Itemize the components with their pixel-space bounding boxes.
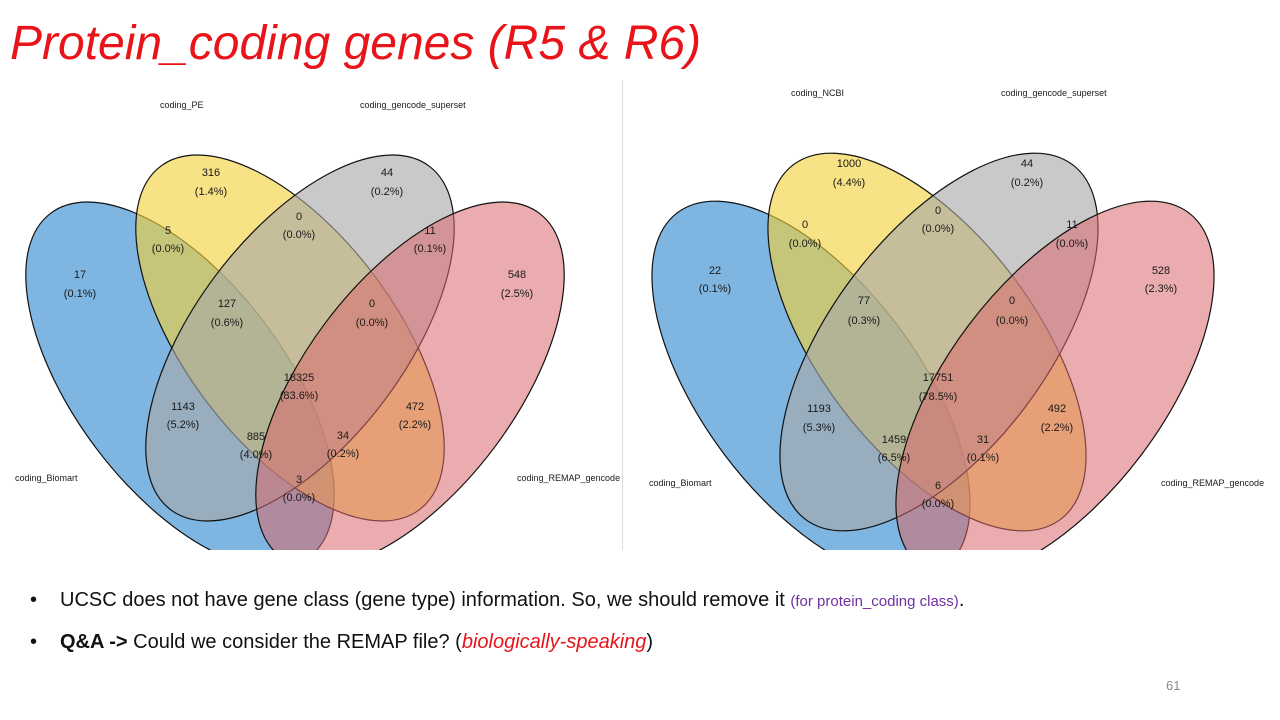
region-pct: (0.0%) xyxy=(922,498,954,510)
region-count: 17751 xyxy=(923,372,954,384)
region-pct: (0.2%) xyxy=(327,448,359,460)
region-count: 1000 xyxy=(837,158,861,170)
region-pct: (0.0%) xyxy=(283,229,315,241)
region-pct: (0.0%) xyxy=(789,238,821,250)
region-count: 885 xyxy=(247,431,265,443)
venn-right-svg: coding_NCBI coding_gencode_superset codi… xyxy=(649,88,1264,550)
region-pct: (2.3%) xyxy=(1145,283,1177,295)
region-pct: (5.3%) xyxy=(803,422,835,434)
region-count: 127 xyxy=(218,298,236,310)
region-pct: (0.6%) xyxy=(211,317,243,329)
region-count: 44 xyxy=(1021,158,1033,170)
bullet-end: ) xyxy=(646,631,654,653)
region-pct: (0.0%) xyxy=(1056,238,1088,250)
region-pct: (0.1%) xyxy=(699,283,731,295)
region-count: 0 xyxy=(296,211,302,223)
venn-diagram-right: coding_NCBI coding_gencode_superset codi… xyxy=(622,80,1280,550)
region-pct: (0.2%) xyxy=(371,186,403,198)
region-count: 6 xyxy=(935,480,941,492)
region-pct: (0.3%) xyxy=(848,315,880,327)
region-pct: (2.2%) xyxy=(1041,422,1073,434)
set-ellipse-remap xyxy=(895,200,1215,550)
region-count: 34 xyxy=(337,430,349,442)
bullet-text: UCSC does not have gene class (gene type… xyxy=(60,589,791,611)
bullet-note: (for protein_coding class) xyxy=(790,593,959,610)
region-count: 548 xyxy=(508,269,526,281)
region-pct: (78.5%) xyxy=(919,391,958,403)
region-pct: (4.4%) xyxy=(833,177,865,189)
region-count: 316 xyxy=(202,167,220,179)
region-pct: (0.1%) xyxy=(967,452,999,464)
region-count: 31 xyxy=(977,434,989,446)
region-pct: (0.0%) xyxy=(356,317,388,329)
slide-title: Protein_coding genes (R5 & R6) xyxy=(10,17,702,70)
region-count: 472 xyxy=(406,401,424,413)
set-label: coding_Biomart xyxy=(15,473,78,483)
region-count: 528 xyxy=(1152,265,1170,277)
region-pct: (0.1%) xyxy=(64,288,96,300)
region-pct: (0.0%) xyxy=(283,492,315,504)
region-pct: (2.5%) xyxy=(501,288,533,300)
bullet-item: • Q&A -> Could we consider the REMAP fil… xyxy=(30,627,964,657)
set-label: coding_NCBI xyxy=(791,88,844,98)
bullet-end: . xyxy=(958,589,965,611)
bullet-text: Could we consider the REMAP file? ( xyxy=(127,631,462,653)
region-count: 1459 xyxy=(882,434,906,446)
set-label: coding_PE xyxy=(160,100,204,110)
set-ellipse-remap xyxy=(255,201,565,550)
bullet-dot-icon: • xyxy=(30,631,38,653)
bullet-dot-icon: • xyxy=(30,589,38,611)
region-pct: (5.2%) xyxy=(167,419,199,431)
set-label: coding_gencode_superset xyxy=(1001,88,1107,98)
region-count: 492 xyxy=(1048,403,1066,415)
region-count: 11 xyxy=(1066,219,1077,231)
region-count: 18325 xyxy=(284,372,315,384)
region-count: 22 xyxy=(709,265,721,277)
region-pct: (83.6%) xyxy=(280,390,319,402)
slide-number: 61 xyxy=(1166,678,1181,693)
region-pct: (0.2%) xyxy=(1011,177,1043,189)
region-count: 0 xyxy=(935,205,941,217)
set-label: coding_REMAP_gencode xyxy=(1161,478,1264,488)
region-pct: (0.0%) xyxy=(152,243,184,255)
region-count: 0 xyxy=(369,298,375,310)
bullet-item: • UCSC does not have gene class (gene ty… xyxy=(30,585,964,617)
region-pct: (1.4%) xyxy=(195,186,227,198)
region-count: 44 xyxy=(381,167,393,179)
region-count: 77 xyxy=(858,295,870,307)
qa-label: Q&A -> xyxy=(60,631,128,653)
region-count: 0 xyxy=(1009,295,1015,307)
region-pct: (6.5%) xyxy=(878,452,910,464)
region-pct: (0.0%) xyxy=(922,223,954,235)
set-label: coding_REMAP_gencode xyxy=(517,473,620,483)
region-pct: (0.1%) xyxy=(414,243,446,255)
region-pct: (2.2%) xyxy=(399,419,431,431)
venn-diagram-left: coding_PE coding_gencode_superset coding… xyxy=(0,80,620,550)
region-count: 1193 xyxy=(807,403,831,415)
region-count: 11 xyxy=(424,225,435,237)
region-pct: (4.0%) xyxy=(240,449,272,461)
venn-left-svg: coding_PE coding_gencode_superset coding… xyxy=(15,100,620,550)
set-label: coding_gencode_superset xyxy=(360,100,466,110)
region-count: 17 xyxy=(74,269,86,281)
region-pct: (0.0%) xyxy=(996,315,1028,327)
region-count: 3 xyxy=(296,474,302,486)
bullet-emphasis: biologically-speaking xyxy=(461,631,647,653)
region-count: 1143 xyxy=(171,401,195,413)
bullet-list: • UCSC does not have gene class (gene ty… xyxy=(30,585,964,667)
region-count: 0 xyxy=(802,219,808,231)
region-count: 5 xyxy=(165,225,171,237)
set-label: coding_Biomart xyxy=(649,478,712,488)
